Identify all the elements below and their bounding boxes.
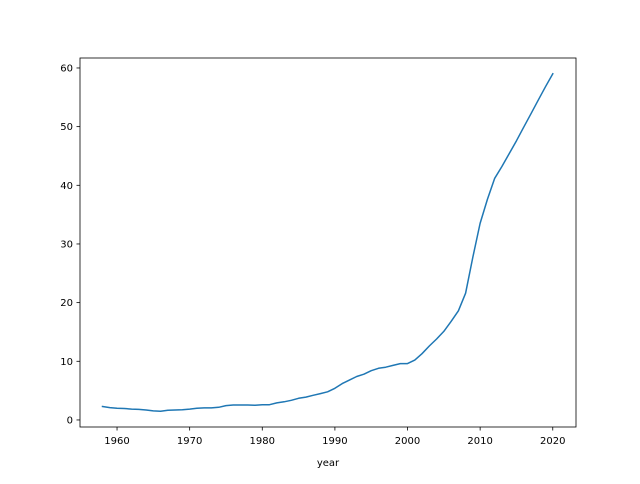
x-axis-label: year — [317, 458, 340, 469]
y-tick-label: 60 — [60, 63, 73, 74]
series-line — [101, 72, 554, 412]
y-tick-label: 10 — [60, 357, 73, 368]
x-tick-label: 1980 — [250, 436, 275, 447]
x-tick-label: 2000 — [395, 436, 420, 447]
y-tick-label: 0 — [67, 415, 73, 426]
y-tick-label: 30 — [60, 239, 73, 250]
y-tick-label: 50 — [60, 122, 73, 133]
x-tick-label: 1990 — [322, 436, 347, 447]
plot-area — [80, 58, 576, 427]
axes-frame — [79, 57, 577, 428]
y-tick-label: 40 — [60, 181, 73, 192]
x-tick-label: 2020 — [540, 436, 565, 447]
x-tick-label: 1960 — [104, 436, 129, 447]
y-tick-label: 20 — [60, 298, 73, 309]
x-tick-label: 1970 — [177, 436, 202, 447]
x-tick-label: 2010 — [467, 436, 492, 447]
